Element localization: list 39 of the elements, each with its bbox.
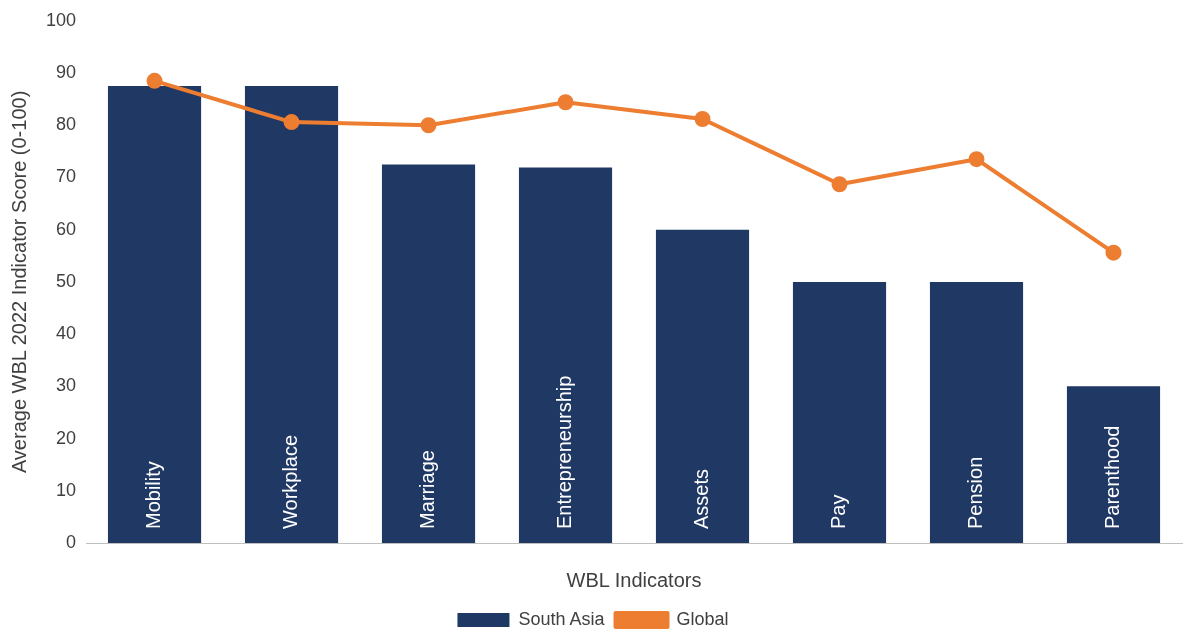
y-tick-label: 0 bbox=[66, 531, 77, 552]
bar bbox=[244, 86, 339, 543]
y-tick-label: 100 bbox=[45, 9, 77, 30]
bar bbox=[107, 86, 202, 543]
y-tick-label: 60 bbox=[56, 218, 77, 239]
x-tick-label: Pay bbox=[827, 494, 850, 529]
point bbox=[146, 72, 163, 89]
point bbox=[1105, 244, 1122, 261]
y-tick-label: 40 bbox=[56, 323, 77, 344]
x-tick-label: Entrepreneurship bbox=[553, 375, 576, 529]
point bbox=[831, 176, 848, 193]
y-tick-label: 90 bbox=[56, 61, 77, 82]
x-tick-label: Marriage bbox=[416, 450, 439, 529]
x-tick-label: Workplace bbox=[279, 434, 302, 529]
point bbox=[283, 114, 300, 131]
point bbox=[557, 94, 574, 111]
legend-label: South Asia bbox=[518, 608, 606, 629]
y-tick-label: 80 bbox=[56, 114, 77, 135]
y-tick-label: 70 bbox=[56, 166, 77, 187]
y-tick-label: 50 bbox=[56, 270, 77, 291]
y-tick-label: 30 bbox=[56, 375, 77, 396]
point bbox=[968, 151, 985, 168]
bar bbox=[381, 164, 476, 543]
x-axis-title: WBL Indicators bbox=[566, 568, 702, 591]
legend-label: Global bbox=[676, 608, 729, 629]
y-tick-label: 20 bbox=[56, 427, 77, 448]
y-axis-title: Average WBL 2022 Indicator Score (0-100) bbox=[7, 90, 30, 474]
point bbox=[694, 110, 711, 127]
x-tick-label: Mobility bbox=[142, 461, 165, 529]
x-tick-label: Assets bbox=[690, 468, 713, 529]
bar bbox=[792, 281, 887, 543]
y-tick-label: 10 bbox=[56, 479, 77, 500]
x-tick-label: Parenthood bbox=[1101, 425, 1124, 529]
bar bbox=[1066, 386, 1161, 543]
bar bbox=[655, 229, 750, 543]
bar bbox=[929, 281, 1024, 543]
bar bbox=[518, 167, 613, 543]
x-tick-label: Pension bbox=[964, 456, 987, 529]
point bbox=[420, 117, 437, 134]
